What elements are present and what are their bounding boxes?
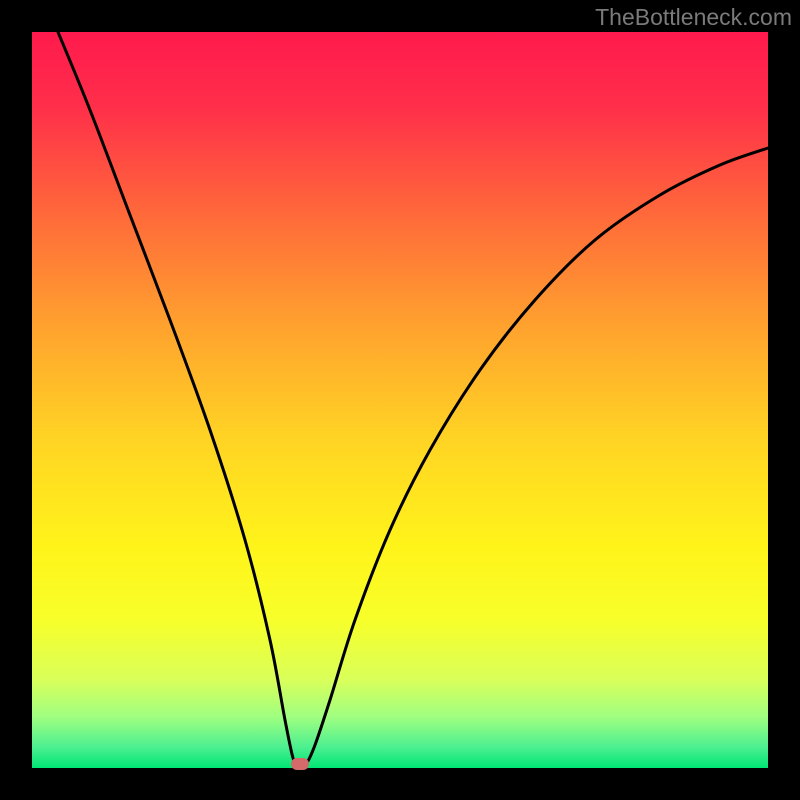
plot-area [32, 32, 768, 768]
chart-container: TheBottleneck.com [0, 0, 800, 800]
watermark-text: TheBottleneck.com [595, 4, 792, 31]
optimal-point-marker [291, 758, 309, 770]
